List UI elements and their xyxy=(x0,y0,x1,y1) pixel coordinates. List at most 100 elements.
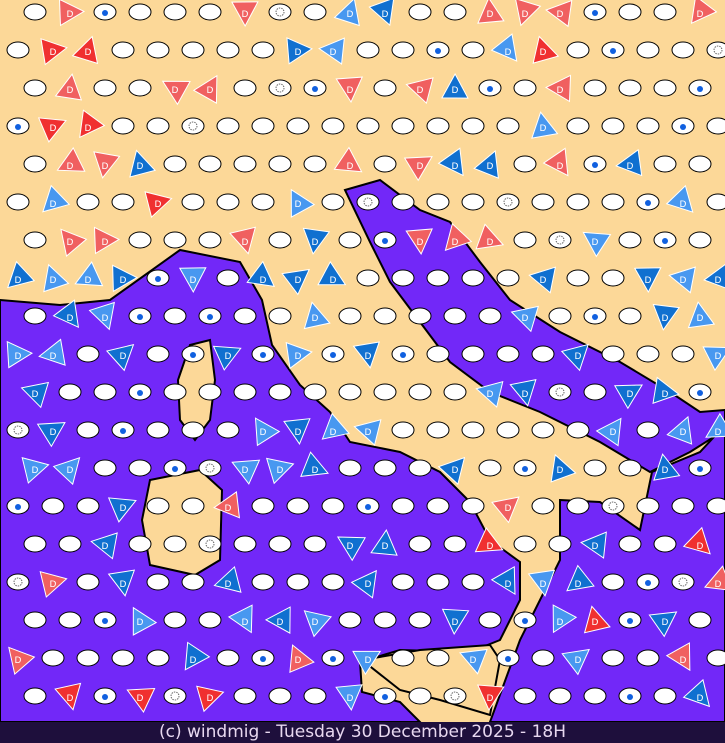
forecast-oval xyxy=(426,345,450,363)
oval xyxy=(601,497,625,515)
triangle xyxy=(105,343,135,372)
triangle-letter: D xyxy=(575,580,582,590)
triangle-letter: D xyxy=(207,694,214,704)
triangle xyxy=(528,266,557,294)
wind-triangle-icon: D xyxy=(265,457,295,485)
triangle-letter: D xyxy=(312,314,319,324)
triangle-letter: D xyxy=(207,86,214,96)
wind-triangle-icon: D xyxy=(666,415,693,445)
wind-triangle-icon: D xyxy=(303,301,331,330)
triangle xyxy=(682,526,711,555)
oval xyxy=(443,3,467,21)
forecast-oval xyxy=(23,687,47,705)
rain-drop-icon xyxy=(330,352,336,358)
triangle xyxy=(514,0,542,27)
triangle-letter: D xyxy=(680,276,687,286)
forecast-oval xyxy=(426,41,450,59)
oval xyxy=(181,497,205,515)
oval xyxy=(163,3,187,21)
oval xyxy=(478,611,502,629)
forecast-oval xyxy=(496,117,520,135)
wind-triangle-icon: D xyxy=(653,453,681,481)
rain-drop-icon xyxy=(487,86,493,92)
forecast-oval xyxy=(303,687,327,705)
triangle-letter: D xyxy=(137,618,144,628)
triangle xyxy=(6,340,34,369)
triangle-letter: D xyxy=(365,580,372,590)
forecast-oval xyxy=(706,41,725,59)
wind-triangle-icon: D xyxy=(74,261,104,287)
oval xyxy=(461,269,485,287)
triangle-letter: D xyxy=(487,162,494,172)
oval xyxy=(671,497,695,515)
forecast-oval xyxy=(618,687,642,705)
wind-triangle-icon: D xyxy=(405,77,434,105)
oval xyxy=(233,383,257,401)
forecast-oval xyxy=(128,79,152,97)
forecast-oval xyxy=(583,155,607,173)
triangle xyxy=(54,682,82,711)
forecast-oval xyxy=(181,345,205,363)
triangle xyxy=(490,565,516,596)
rain-drop-icon xyxy=(592,162,598,168)
triangle-letter: D xyxy=(382,10,389,20)
oval xyxy=(548,383,572,401)
triangle xyxy=(545,0,573,28)
triangle xyxy=(246,260,276,288)
oval xyxy=(583,459,607,477)
triangle xyxy=(317,260,347,286)
triangle xyxy=(441,608,470,636)
triangle-letter: D xyxy=(295,48,302,58)
oval xyxy=(233,535,257,553)
forecast-oval xyxy=(181,193,205,211)
forecast-oval xyxy=(408,383,432,401)
triangle xyxy=(254,417,281,447)
forecast-oval xyxy=(216,421,240,439)
forecast-oval xyxy=(408,459,432,477)
forecast-oval xyxy=(531,649,555,667)
wind-triangle-icon: D xyxy=(527,569,556,597)
oval xyxy=(251,573,275,591)
oval xyxy=(163,307,187,325)
oval xyxy=(496,269,520,287)
triangle xyxy=(303,610,333,638)
forecast-oval xyxy=(636,345,660,363)
forecast-oval xyxy=(461,41,485,59)
forecast-oval xyxy=(181,421,205,439)
oval xyxy=(636,421,660,439)
oval xyxy=(268,307,292,325)
oval xyxy=(443,383,467,401)
oval xyxy=(321,193,345,211)
oval xyxy=(251,117,275,135)
forecast-oval xyxy=(111,421,135,439)
wind-triangle-icon: D xyxy=(302,227,331,255)
triangle xyxy=(527,569,556,597)
forecast-oval xyxy=(338,231,362,249)
triangle xyxy=(144,191,173,218)
triangle-letter: D xyxy=(592,618,599,628)
forecast-oval xyxy=(408,687,432,705)
forecast-oval xyxy=(426,117,450,135)
triangle xyxy=(39,570,68,598)
forecast-oval xyxy=(163,307,187,325)
oval xyxy=(391,269,415,287)
triangle-letter: D xyxy=(330,428,337,438)
forecast-oval xyxy=(6,421,30,439)
forecast-oval xyxy=(443,535,467,553)
forecast-oval xyxy=(601,345,625,363)
forecast-oval xyxy=(601,41,625,59)
oval xyxy=(268,79,292,97)
wind-triangle-icon: D xyxy=(38,338,66,366)
oval xyxy=(408,611,432,629)
wind-triangle-icon: D xyxy=(566,564,595,592)
triangle-letter: D xyxy=(487,390,494,400)
oval xyxy=(198,231,222,249)
forecast-oval xyxy=(583,687,607,705)
triangle xyxy=(510,305,540,333)
forecast-oval xyxy=(496,421,520,439)
triangle-letter: D xyxy=(277,466,284,476)
triangle-letter: D xyxy=(120,580,127,590)
rain-drop-icon xyxy=(400,352,406,358)
triangle-letter: D xyxy=(715,352,722,362)
forecast-oval xyxy=(531,345,555,363)
